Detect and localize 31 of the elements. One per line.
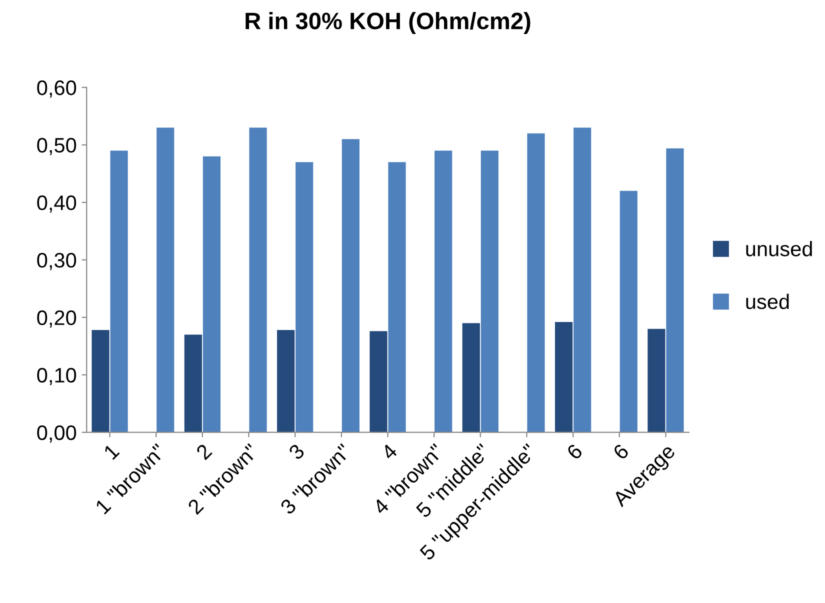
bar	[434, 150, 452, 432]
legend-label: used	[746, 294, 789, 310]
bar	[666, 148, 684, 432]
y-tick-label: 0,60	[37, 80, 76, 98]
bar	[249, 128, 267, 432]
y-tick-label: 0,10	[37, 368, 76, 386]
bar	[480, 150, 498, 432]
bar	[110, 150, 128, 432]
bar	[156, 128, 174, 432]
bar	[342, 139, 360, 432]
bar	[574, 128, 592, 432]
bar	[554, 322, 573, 432]
bar	[462, 323, 480, 432]
bar	[527, 133, 545, 432]
bar	[277, 330, 295, 432]
bar	[92, 330, 110, 432]
bar	[184, 334, 202, 432]
bar	[648, 328, 666, 432]
bar	[620, 190, 638, 432]
y-tick-label: 0,00	[37, 425, 76, 443]
chart-title: R in 30% KOH (Ohm/cm2)	[246, 12, 530, 34]
bar	[202, 156, 221, 432]
bar	[388, 162, 406, 432]
y-tick-label: 0,40	[37, 195, 76, 213]
y-tick-label: 0,30	[37, 252, 76, 270]
y-tick-label: 0,20	[37, 310, 76, 328]
y-tick-label: 0,50	[37, 138, 76, 156]
bar	[370, 331, 388, 432]
bar	[296, 162, 314, 432]
legend-label: unused	[746, 241, 812, 256]
x-tick-label: 6	[566, 443, 584, 460]
